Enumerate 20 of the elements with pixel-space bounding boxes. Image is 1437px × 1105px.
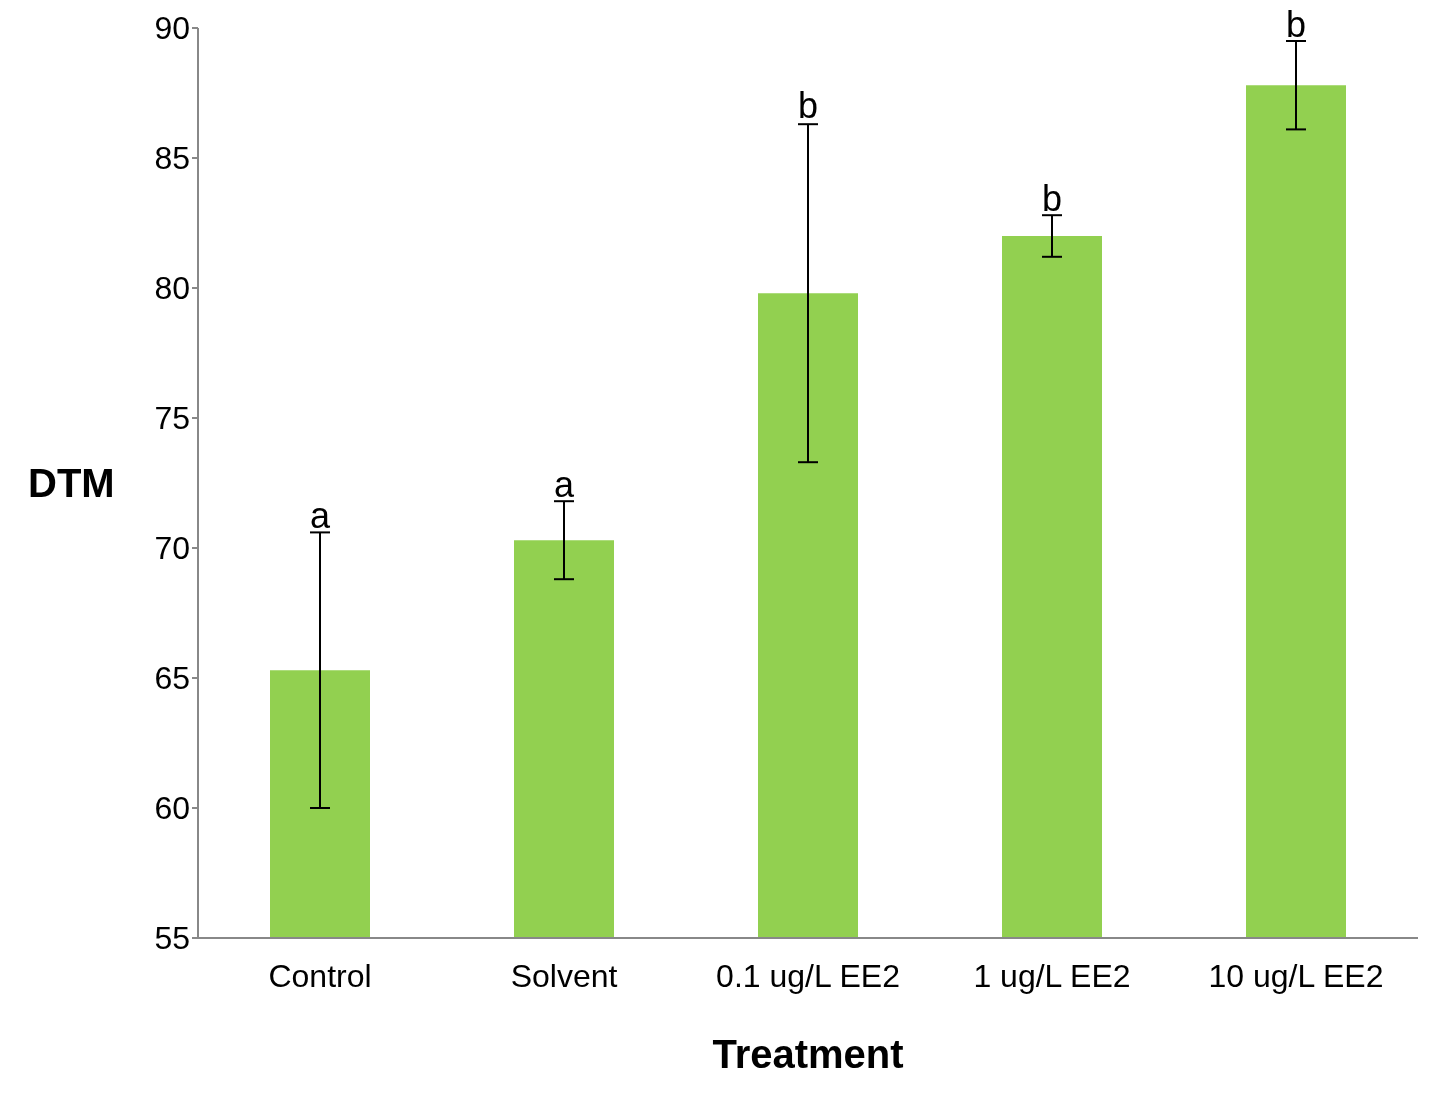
x-tick-label: 0.1 ug/L EE2 (716, 957, 900, 994)
y-tick-label: 65 (154, 660, 190, 697)
x-tick-label: Control (268, 957, 372, 994)
x-axis-title: Treatment (712, 1032, 904, 1076)
annotation: b (797, 84, 819, 126)
y-tick-label: 80 (154, 270, 190, 307)
x-tick-label: Solvent (510, 957, 618, 994)
y-tick-label: 90 (154, 10, 190, 47)
annotation: a (553, 464, 575, 506)
annotation: b (1285, 4, 1307, 45)
y-axis-title: DTM (28, 461, 115, 506)
y-tick-label: 85 (154, 140, 190, 177)
x-tick-label: 1 ug/L EE2 (973, 957, 1131, 994)
annotation: b (1041, 178, 1063, 220)
y-tick-label: 60 (154, 790, 190, 827)
y-tick-label: 70 (154, 530, 190, 567)
y-tick-label: 55 (154, 920, 190, 957)
annotation: a (309, 495, 331, 537)
x-tick-label: 10 ug/L EE2 (1208, 957, 1384, 994)
y-tick-label: 75 (154, 400, 190, 437)
